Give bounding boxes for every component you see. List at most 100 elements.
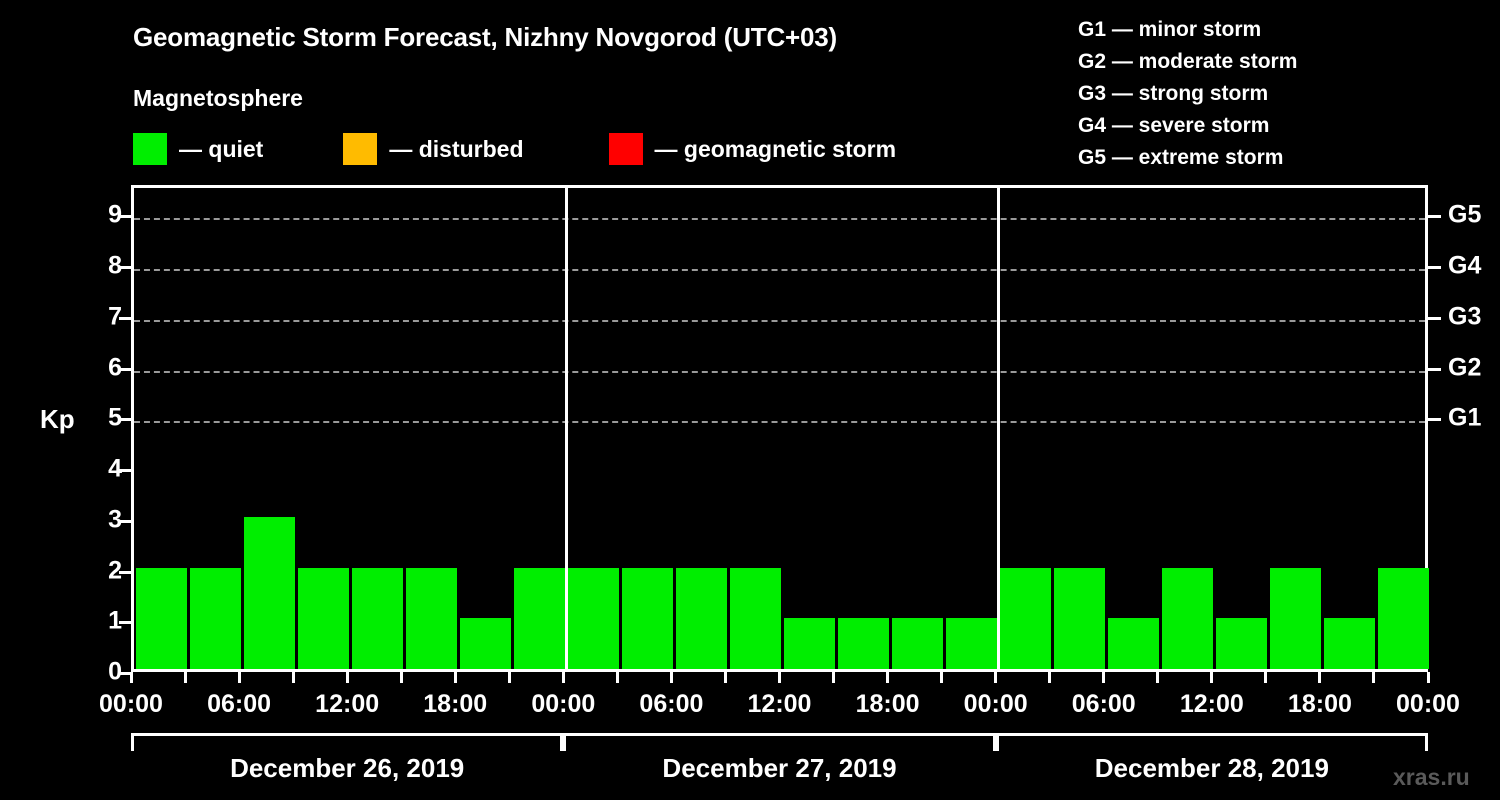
x-tick-label-6: 12:00 [747,690,812,718]
x-axis-time-labels: 00:00 06:00 12:00 18:00 00:00 06:00 12:00 18:00… [0,690,1500,724]
bar[interactable] [405,567,457,669]
y-tick-mark-1 [119,621,131,625]
bar[interactable] [189,567,241,669]
y-tick-mark-7 [119,316,131,320]
x-tick-label-9: 06:00 [1071,690,1136,718]
x-tick-label-1: 06:00 [207,690,272,718]
g-axis-labels: G1 G2 G3 G4 G5 [1448,185,1500,672]
g-scale-legend-item-5: G5 — extreme storm [1078,146,1284,169]
x-tick-mark-6 [453,672,457,683]
bar[interactable] [1162,567,1214,669]
x-tick-mark-10 [669,672,673,683]
x-tick-mark-24 [1426,672,1430,683]
gridline-kp-8 [134,269,1425,272]
y-tick-mark-0 [119,672,131,675]
g-tick-label-G1: G1 [1448,403,1482,432]
x-tick-label-4: 00:00 [531,690,596,718]
magnetosphere-legend: — quiet — disturbed — geomagnetic storm [133,133,896,165]
x-tick-label-7: 18:00 [855,690,920,718]
y-tick-mark-5 [119,418,131,422]
x-tick-mark-18 [1102,672,1106,683]
x-tick-label-3: 18:00 [423,690,488,718]
x-tick-mark-11 [723,672,727,683]
x-tick-label-8: 00:00 [963,690,1028,718]
page-title: Geomagnetic Storm Forecast, Nizhny Novgo… [133,22,837,52]
legend-label-disturbed: — disturbed [389,135,524,162]
bar[interactable] [567,567,619,669]
y-axis-labels: 0 1 2 3 4 5 6 7 8 9 [78,185,122,686]
bar[interactable] [946,618,998,669]
g-scale-legend: G1 — minor storm G2 — moderate storm G3 — … [1078,14,1297,174]
y-axis-ticks [119,185,132,675]
g-scale-legend-item-2: G2 — moderate storm [1078,50,1298,73]
bar[interactable] [675,567,727,669]
bar[interactable] [1216,618,1268,669]
x-tick-mark-20 [1210,672,1214,683]
bar[interactable] [513,567,565,669]
gridline-kp-9 [134,218,1425,221]
y-tick-mark-9 [119,215,131,219]
date-label-3: December 28, 2019 [1094,753,1329,783]
date-labels: December 26, 2019 December 27, 2019 Decemb… [131,753,1428,793]
bar[interactable] [621,567,673,669]
bar[interactable] [459,618,511,669]
bar[interactable] [892,618,944,669]
x-tick-mark-12 [778,672,781,683]
g-tick-mark-G3 [1428,316,1441,320]
x-tick-mark-22 [1318,672,1322,683]
gridline-kp-7 [134,319,1425,322]
g-tick-label-G5: G5 [1448,200,1482,229]
bar[interactable] [729,567,781,669]
g-scale-legend-item-4: G4 — severe storm [1078,114,1270,137]
bar[interactable] [135,567,187,669]
date-bracket-1 [131,733,564,751]
date-bracket-2 [563,733,996,751]
g-tick-label-G4: G4 [1448,251,1482,280]
x-tick-label-5: 06:00 [639,690,704,718]
x-tick-mark-1 [183,672,187,683]
y-tick-mark-2 [119,570,131,574]
legend-entry-geomagnetic-storm: — geomagnetic storm [608,133,896,165]
legend-entry-disturbed: — disturbed [343,133,524,165]
bar[interactable] [1324,618,1376,669]
y-tick-label-1: 1 [108,606,122,635]
bar[interactable] [351,567,403,669]
x-tick-label-10: 12:00 [1179,690,1244,718]
bar[interactable] [1108,618,1160,669]
y-tick-label-8: 8 [108,251,122,280]
x-tick-mark-19 [1156,672,1160,683]
y-tick-mark-3 [119,519,131,523]
x-tick-mark-17 [1048,672,1052,683]
x-tick-label-2: 12:00 [315,690,380,718]
bar[interactable] [1054,567,1106,669]
x-tick-mark-13 [832,672,836,683]
bar[interactable] [243,516,295,669]
g-tick-label-G3: G3 [1448,302,1482,331]
g-scale-legend-item-1: G1 — minor storm [1078,18,1262,41]
g-axis-ticks [1428,185,1441,672]
gridline-kp-5 [134,421,1425,424]
y-tick-mark-4 [119,469,131,473]
x-tick-mark-23 [1372,672,1376,683]
x-tick-mark-7 [507,672,511,683]
bar[interactable] [297,567,349,669]
y-tick-label-3: 3 [108,505,122,534]
bar[interactable] [784,618,836,669]
y-tick-label-5: 5 [108,403,122,432]
g-tick-mark-G2 [1428,367,1441,371]
legend-label-quiet: — quiet [179,135,264,162]
x-tick-mark-16 [994,672,998,683]
y-tick-label-0: 0 [108,657,122,686]
bar[interactable] [1378,567,1430,669]
date-brackets [131,733,1428,753]
x-tick-label-0: 00:00 [99,690,163,718]
x-tick-mark-15 [940,672,944,683]
g-tick-mark-G1 [1428,418,1441,422]
bar[interactable] [1270,567,1322,669]
y-tick-mark-8 [119,266,131,270]
y-tick-label-2: 2 [108,556,122,585]
x-tick-mark-8 [561,672,565,683]
bar[interactable] [838,618,890,669]
g-scale-legend-item-3: G3 — strong storm [1078,82,1269,105]
bar[interactable] [1000,567,1052,669]
